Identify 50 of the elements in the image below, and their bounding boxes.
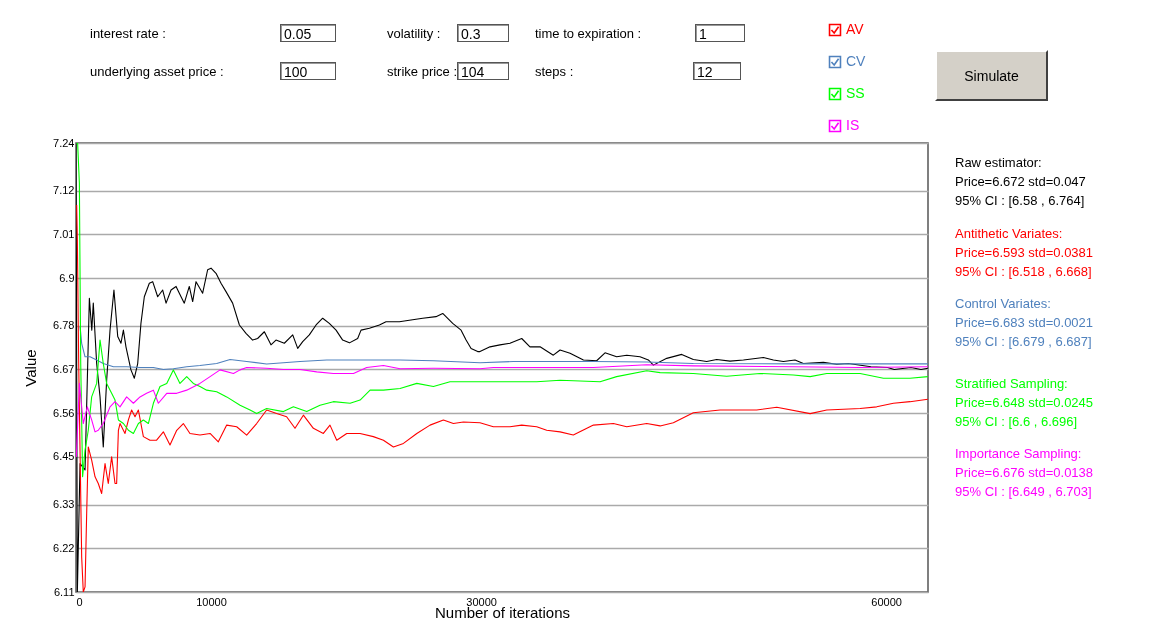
y-tick-label: 6.22 (53, 541, 75, 554)
line-series (79, 326, 928, 371)
text: volatility : (387, 26, 441, 42)
text: Antithetic Variates: (955, 226, 1063, 242)
y-tick-label: 6.33 (53, 498, 75, 511)
text: 95% CI : [6.518 , 6.668] (955, 264, 1092, 280)
text-field: 0.3 (457, 24, 509, 42)
y-tick-label: 6.67 (53, 362, 75, 375)
text: Price=6.672 std=0.047 (955, 174, 1086, 190)
text: Price=6.648 std=0.0245 (955, 395, 1094, 411)
y-tick-label: 7.12 (53, 184, 75, 197)
text: steps : (535, 64, 574, 80)
text: interest rate : (90, 26, 166, 42)
y-tick-label: 6.78 (53, 319, 75, 332)
text-field: 104 (457, 62, 509, 80)
text-field: 12 (693, 62, 741, 80)
text: Price=6.593 std=0.0381 (955, 245, 1094, 261)
legend-label: IS (846, 117, 860, 133)
y-tick-label: 6.45 (53, 450, 75, 463)
text: 95% CI : [6.58 , 6.764] (955, 193, 1085, 209)
y-tick-label: 6.56 (53, 406, 75, 419)
text: Control Variates: (955, 296, 1051, 312)
y-tick-label: 7.24 (53, 136, 75, 149)
legend-label: CV (846, 53, 867, 69)
text-field: 0.05 (280, 24, 336, 42)
text: Price=6.683 std=0.0021 (955, 315, 1094, 331)
text: 95% CI : [6.649 , 6.703] (955, 484, 1092, 500)
x-tick-label: 0 (76, 595, 83, 608)
text: 95% CI : [6.6 , 6.696] (955, 414, 1078, 430)
y-tick-label: 6.11 (53, 585, 75, 598)
button: Simulate (935, 50, 1048, 101)
line-series (76, 143, 928, 478)
y-tick-label: 7.01 (53, 227, 75, 240)
text: time to expiration : (535, 26, 642, 42)
legend-label: AV (846, 21, 865, 37)
text-field: 1 (695, 24, 745, 42)
text: Raw estimator: (955, 155, 1042, 171)
text: Importance Sampling: (955, 446, 1082, 462)
text: Price=6.676 std=0.0138 (955, 465, 1094, 481)
text: underlying asset price : (90, 64, 224, 80)
y-tick-label: 6.9 (59, 271, 75, 284)
x-tick-label: 10000 (196, 595, 227, 608)
text-field: 100 (280, 62, 336, 80)
text: strike price : (387, 64, 458, 80)
y-axis-title: Value (22, 349, 40, 387)
x-tick-label: 60000 (871, 595, 902, 608)
legend-label: SS (846, 85, 865, 101)
text: 95% CI : [6.679 , 6.687] (955, 334, 1092, 350)
line-series (76, 364, 928, 458)
text: Stratified Sampling: (955, 376, 1068, 392)
